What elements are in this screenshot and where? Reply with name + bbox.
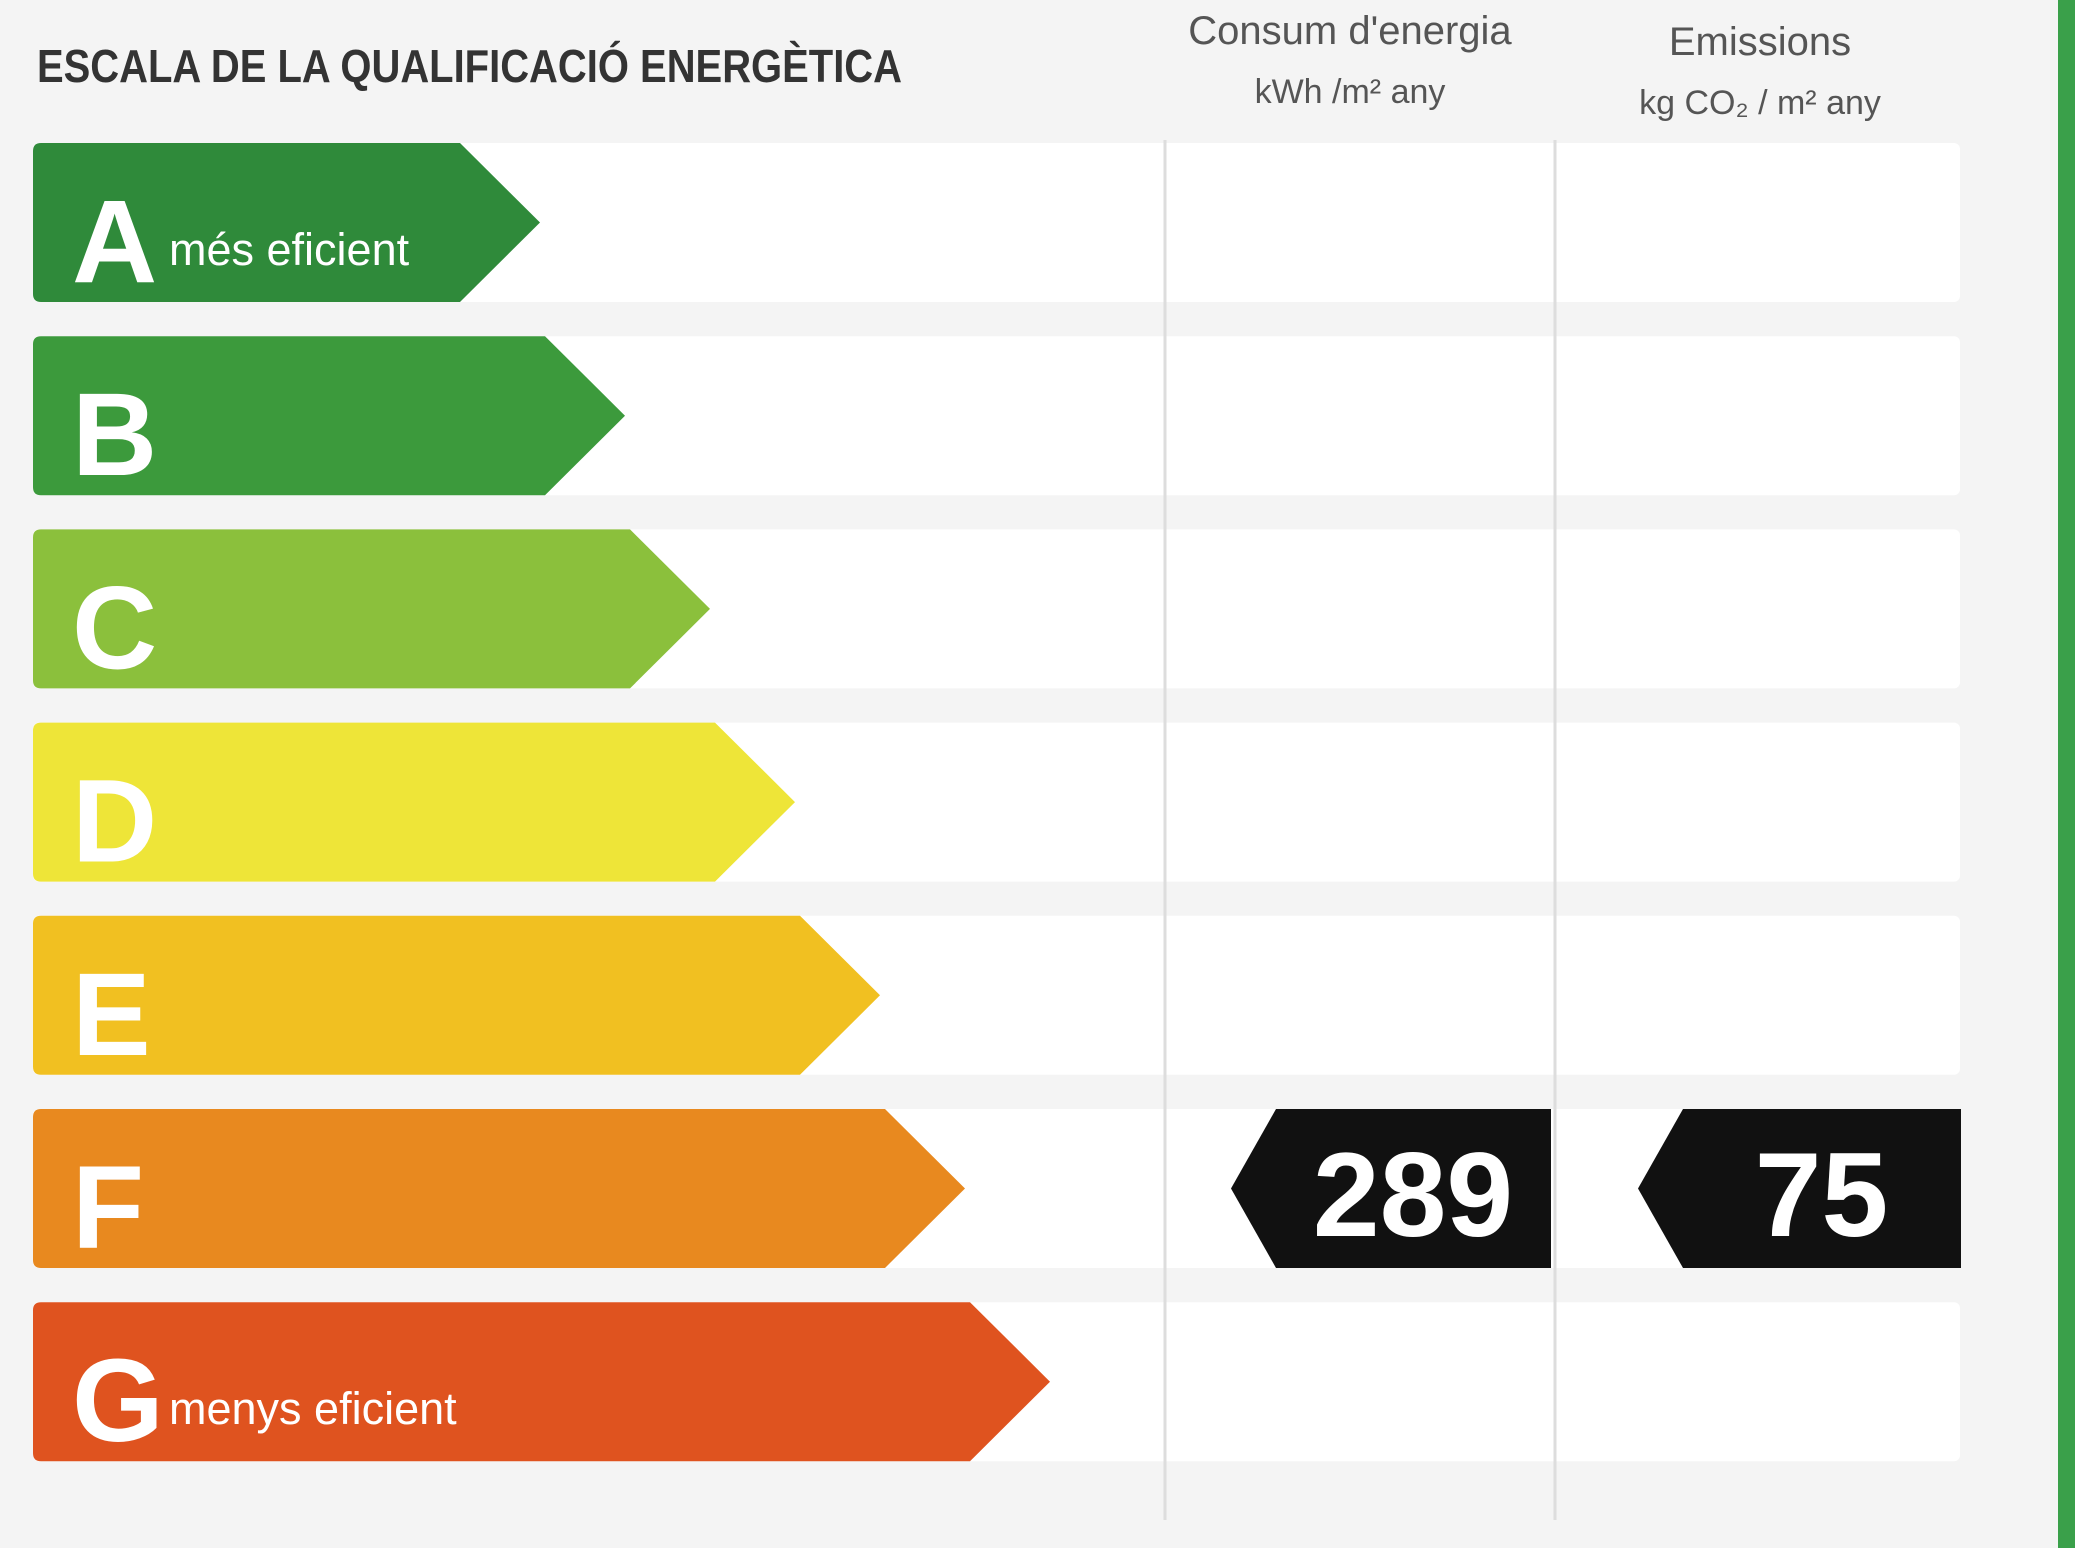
rating-arrow — [33, 143, 540, 302]
rating-caption: menys eficient — [169, 1383, 457, 1434]
value-badge — [1231, 1109, 1551, 1268]
title: ESCALA DE LA QUALIFICACIÓ ENERGÈTICA — [37, 40, 902, 92]
rating-letter: D — [72, 756, 157, 888]
rating-letter: C — [72, 562, 157, 694]
column-unit: kg CO₂ / m² any — [1639, 84, 1881, 122]
value-badge — [1638, 1109, 1961, 1268]
row-band — [33, 143, 1960, 302]
column-unit: kWh /m² any — [1255, 73, 1446, 111]
rating-arrow — [33, 1302, 1050, 1462]
rating-arrow — [33, 722, 795, 882]
column-title: Emissions — [1669, 20, 1851, 64]
rating-letter: E — [72, 949, 151, 1081]
column-title: Consum d'energia — [1188, 9, 1512, 53]
value-text: 289 — [1313, 1128, 1513, 1262]
rating-letter: F — [72, 1142, 144, 1274]
rating-arrow — [33, 529, 710, 689]
rating-letter: B — [72, 369, 157, 501]
rating-caption: més eficient — [169, 224, 410, 275]
rating-letter: G — [72, 1335, 164, 1467]
rating-arrow — [33, 336, 625, 496]
rating-letter: A — [72, 176, 157, 308]
green-border — [2058, 0, 2075, 1548]
rating-arrow — [33, 915, 880, 1075]
value-text: 75 — [1755, 1128, 1888, 1262]
rating-arrow — [33, 1109, 965, 1268]
